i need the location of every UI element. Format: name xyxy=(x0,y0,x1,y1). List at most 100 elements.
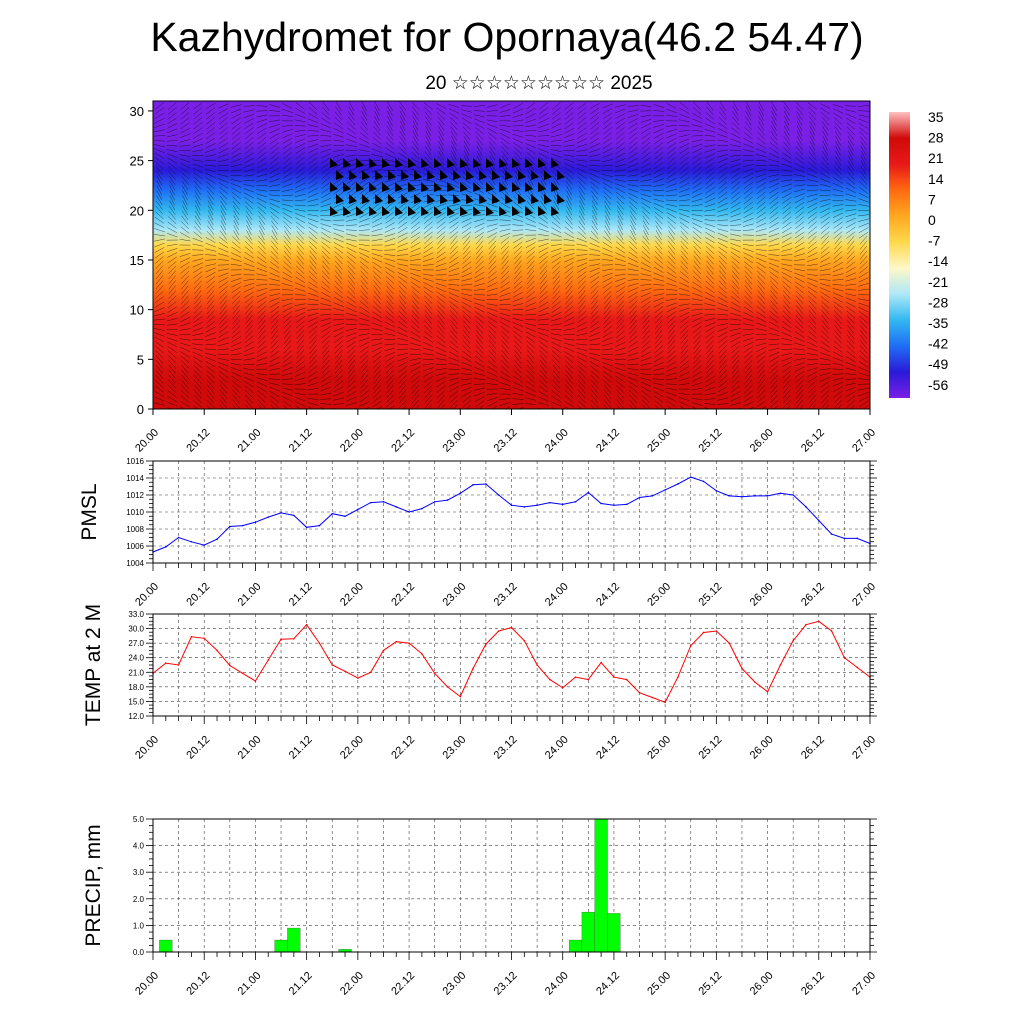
wind-barb xyxy=(615,137,625,145)
wind-flag xyxy=(460,158,468,168)
wind-barb xyxy=(858,283,869,287)
wind-barb xyxy=(642,310,650,319)
wind-barb xyxy=(603,320,612,329)
wind-barb xyxy=(283,151,292,160)
wind-barb xyxy=(859,350,868,359)
wind-barb xyxy=(462,176,471,185)
wind-barb xyxy=(602,182,613,189)
temp-point xyxy=(830,630,833,632)
wind-barb xyxy=(334,364,343,374)
colorbar-label: 14 xyxy=(928,171,944,187)
wind-barb xyxy=(410,157,421,165)
wind-barb xyxy=(218,178,229,183)
wind-barb xyxy=(730,213,741,218)
wind-barb xyxy=(308,182,318,189)
wind-barb xyxy=(845,109,857,113)
wind-barb xyxy=(256,193,268,198)
y-tick-label: 1012 xyxy=(126,491,144,500)
wind-barb xyxy=(449,395,459,404)
wind-barb xyxy=(578,285,586,295)
wind-barb xyxy=(783,110,790,121)
wind-barb xyxy=(819,262,831,268)
wind-barb xyxy=(282,172,293,179)
wind-barb xyxy=(500,276,510,284)
pmsl-point xyxy=(421,507,423,510)
wind-barb xyxy=(808,315,817,324)
wind-barb xyxy=(770,280,778,289)
wind-barb xyxy=(231,132,241,140)
wind-barb xyxy=(181,295,189,304)
wind-barb xyxy=(578,185,586,196)
wind-barb xyxy=(783,290,791,300)
wind-barb xyxy=(692,148,703,154)
wind-barb xyxy=(692,406,698,409)
temp-point xyxy=(805,623,807,626)
wind-barb xyxy=(231,191,241,199)
wind-barb xyxy=(257,335,266,344)
wind-barb xyxy=(385,191,395,199)
wind-barb xyxy=(808,380,817,388)
wind-barb xyxy=(653,189,665,191)
wind-barb xyxy=(641,202,651,209)
wind-barb xyxy=(679,113,690,119)
wind-barb xyxy=(437,150,445,161)
wind-barb xyxy=(525,118,536,123)
wind-barb xyxy=(479,405,484,409)
wind-barb xyxy=(576,347,588,352)
wind-barb xyxy=(450,121,458,131)
wind-flag xyxy=(343,158,351,168)
wind-barb xyxy=(717,128,728,134)
wind-barb xyxy=(154,222,165,228)
wind-barb xyxy=(602,112,613,120)
wind-barb xyxy=(218,173,229,178)
wind-barb xyxy=(577,102,587,110)
x-tick-label: 23.00 xyxy=(440,581,468,609)
wind-barb xyxy=(691,402,703,406)
pmsl-point xyxy=(497,494,500,496)
wind-barb xyxy=(474,387,485,391)
wind-flag xyxy=(330,182,338,192)
wind-barb xyxy=(320,381,331,387)
wind-barb xyxy=(551,301,561,309)
wind-barb xyxy=(309,245,317,255)
temp-point xyxy=(523,639,526,642)
wind-barb xyxy=(755,154,767,158)
wind-barb xyxy=(167,112,177,120)
wind-barb xyxy=(859,315,868,324)
wind-barb xyxy=(525,331,536,338)
wind-barb xyxy=(654,261,664,269)
wind-barb xyxy=(256,377,268,381)
wind-barb xyxy=(398,201,408,209)
wind-barb xyxy=(256,279,268,281)
wind-barb xyxy=(321,166,331,175)
pmsl-point xyxy=(600,502,602,505)
wind-barb xyxy=(513,365,522,374)
wind-barb xyxy=(474,122,485,129)
wind-barb xyxy=(691,204,703,207)
wind-barb xyxy=(602,337,613,342)
wind-barb xyxy=(526,340,535,349)
wind-barb xyxy=(642,320,650,329)
wind-barb xyxy=(679,107,690,114)
wind-barb xyxy=(463,325,471,334)
wind-barb xyxy=(592,210,598,221)
wind-barb xyxy=(282,361,293,368)
wind-barb xyxy=(756,182,766,189)
wind-barb xyxy=(859,176,868,185)
wind-barb xyxy=(680,230,688,240)
wind-barb xyxy=(731,345,740,354)
wind-barb xyxy=(602,268,613,272)
wind-barb xyxy=(321,187,331,194)
wind-barb xyxy=(154,228,165,233)
wind-barb xyxy=(717,158,728,164)
wind-barb xyxy=(795,295,804,305)
wind-barb xyxy=(486,303,498,306)
wind-barb xyxy=(373,131,382,140)
wind-barb xyxy=(744,385,753,394)
wind-barb xyxy=(859,320,868,329)
wind-flag xyxy=(512,206,520,216)
wind-barb xyxy=(653,391,664,397)
wind-barb xyxy=(205,343,217,346)
wind-barb xyxy=(359,341,370,348)
wind-barb xyxy=(346,202,357,209)
